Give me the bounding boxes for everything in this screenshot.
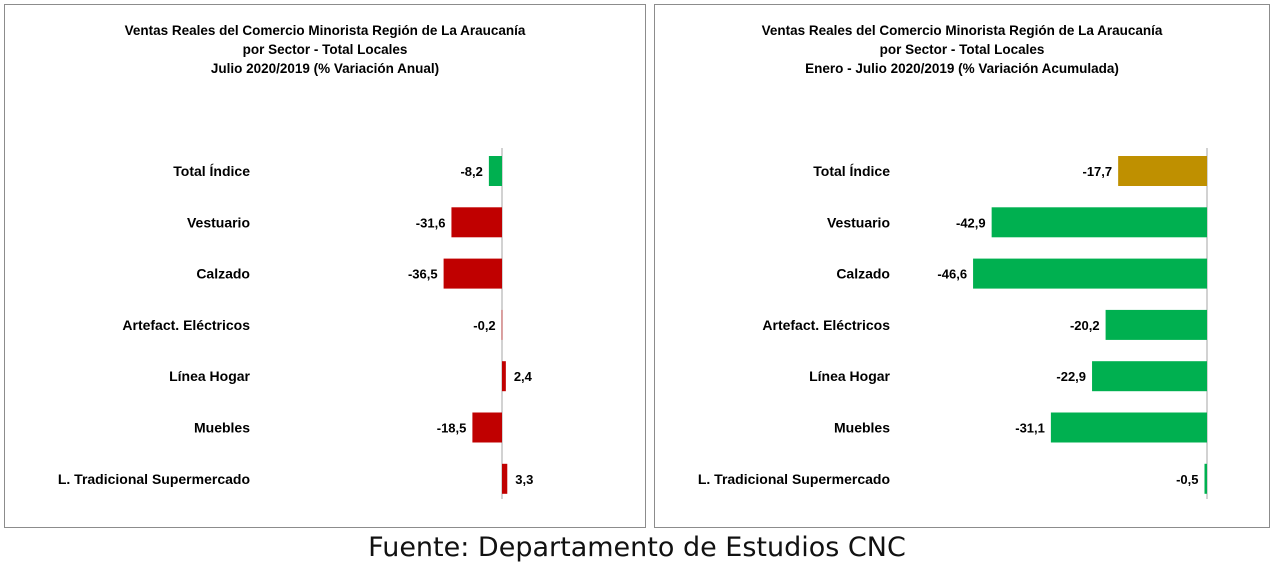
chart-title-line-2: por Sector - Total Locales [879,42,1045,57]
category-label: Línea Hogar [169,368,250,384]
bar-0 [1118,156,1207,186]
data-label: -0,5 [1176,472,1198,487]
bar-5 [1050,412,1207,443]
data-label: -31,1 [1015,421,1045,436]
category-label: L. Tradicional Supermercado [698,471,890,487]
bar-5 [472,412,502,443]
bar-6 [502,463,508,494]
data-label: -42,9 [956,215,986,230]
chart-title-line-1: Ventas Reales del Comercio Minorista Reg… [124,23,526,38]
category-label: L. Tradicional Supermercado [58,471,250,487]
bar-chart-left: Total Índice -8,2 Vestuario -31,6 Calzado -36… [58,148,533,499]
category-label: Muebles [194,420,250,436]
chart-title: Ventas Reales del Comercio Minorista Reg… [5,21,645,78]
bar-4 [1092,361,1207,392]
chart-title-line-2: por Sector - Total Locales [242,42,408,57]
data-label: 2,4 [514,369,533,384]
category-label: Total Índice [173,163,250,179]
category-label: Vestuario [827,214,890,230]
bar-2 [443,258,502,289]
bar-1 [451,207,502,238]
data-label: -46,6 [937,267,967,282]
category-label: Artefact. Eléctricos [762,317,890,333]
bar-4 [502,361,506,392]
chart-title: Ventas Reales del Comercio Minorista Reg… [655,21,1269,78]
data-label: -22,9 [1056,369,1086,384]
chart-panel-left: Ventas Reales del Comercio Minorista Reg… [4,4,646,528]
chart-panel-right: Ventas Reales del Comercio Minorista Reg… [654,4,1270,528]
bar-3 [1105,309,1207,340]
category-label: Muebles [834,420,890,436]
bar-6 [1204,463,1207,494]
category-label: Vestuario [187,214,250,230]
bar-chart-right: Total Índice -17,7 Vestuario -42,9 Calzado -4… [698,148,1208,499]
chart-title-line-1: Ventas Reales del Comercio Minorista Reg… [761,23,1163,38]
data-label: -36,5 [408,267,438,282]
data-label: -17,7 [1083,164,1113,179]
data-label: -18,5 [437,421,467,436]
bar-0 [488,156,502,186]
bar-2 [973,258,1207,289]
source-caption: Fuente: Departamento de Estudios CNC [368,532,906,563]
bar-1 [991,207,1207,238]
category-label: Artefact. Eléctricos [122,317,250,333]
chart-title-line-3: Julio 2020/2019 (% Variación Anual) [210,61,440,76]
category-label: Calzado [836,266,890,282]
data-label: -31,6 [416,215,446,230]
category-label: Línea Hogar [809,368,890,384]
data-label: -0,2 [473,318,495,333]
category-label: Total Índice [813,163,890,179]
chart-title-line-3: Enero - Julio 2020/2019 (% Variación Acu… [805,61,1119,76]
bar-3 [501,309,503,340]
data-label: -20,2 [1070,318,1100,333]
category-label: Calzado [196,266,250,282]
data-label: 3,3 [515,472,533,487]
data-label: -8,2 [460,164,482,179]
